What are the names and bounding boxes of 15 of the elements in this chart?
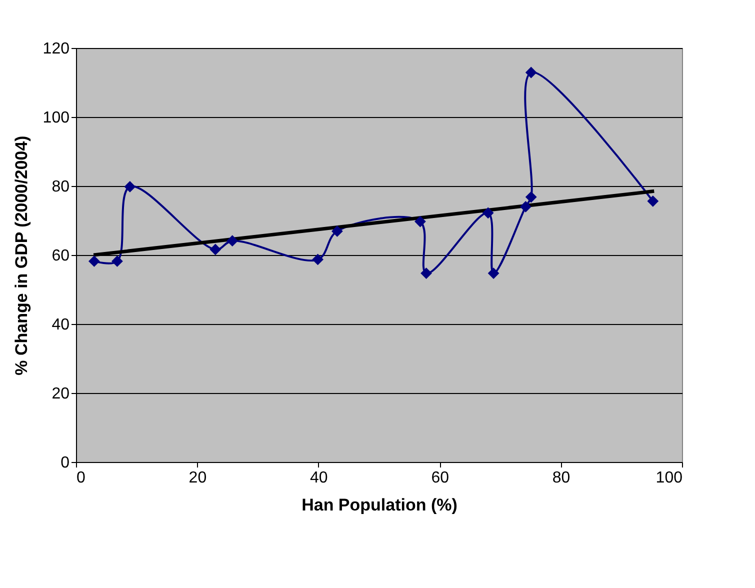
y-tick-label: 80 — [52, 178, 70, 196]
x-tick-label: 0 — [76, 470, 86, 486]
x-tick-label: 60 — [431, 470, 450, 486]
x-axis-title: Han Population (%) — [302, 496, 458, 514]
x-tick-label: 20 — [188, 470, 207, 486]
y-tick-label: 40 — [52, 316, 70, 334]
y-tick-label: 20 — [52, 386, 70, 402]
y-tick-label: 100 — [42, 110, 70, 126]
y-tick-label: 60 — [52, 248, 70, 264]
y-tick-label: 120 — [42, 40, 70, 58]
y-axis-title: % Change in GDP (2000/2004) — [12, 136, 31, 376]
x-tick-label: 100 — [656, 470, 683, 486]
x-tick-label: 40 — [310, 470, 328, 486]
x-tick-label: 80 — [552, 470, 570, 486]
y-tick-label: 0 — [60, 454, 70, 472]
